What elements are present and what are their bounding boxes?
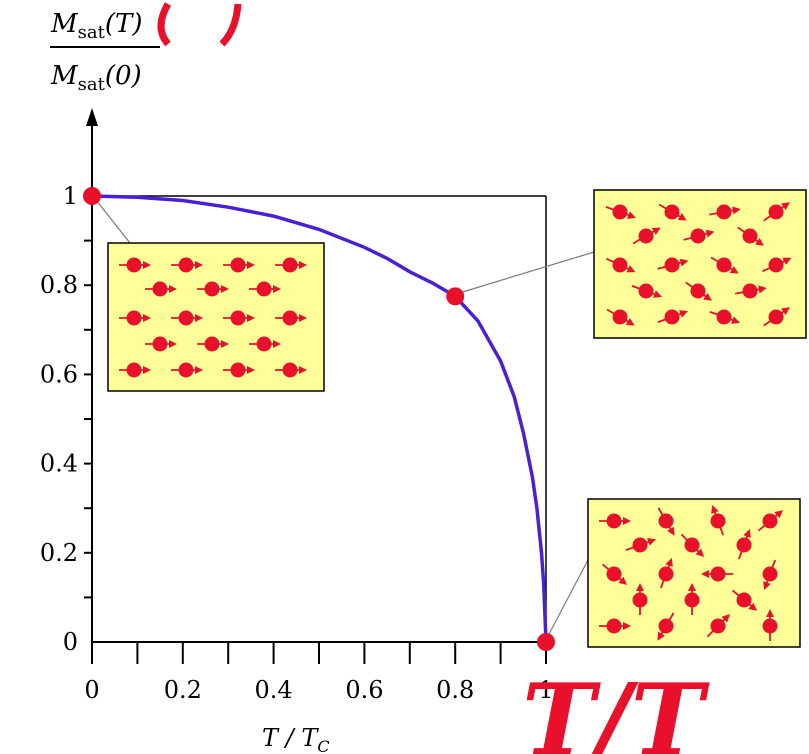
spin-arrow	[657, 309, 688, 325]
spin-arrow	[683, 228, 715, 244]
y-axis-arrow	[86, 108, 98, 126]
spin-arrow	[701, 566, 733, 582]
spin-arrow	[119, 362, 151, 378]
y-tick-label: 0.4	[40, 450, 78, 478]
spin-arrow	[197, 281, 229, 297]
spin-arrow	[601, 563, 628, 585]
y-tick-label: 0.2	[40, 539, 78, 567]
spin-arrow	[685, 281, 712, 301]
spin-grid-ordered	[119, 257, 307, 378]
y-axis-label: Msat(T) Msat(0)	[50, 9, 160, 95]
spin-arrow	[249, 336, 281, 352]
spin-arrow	[657, 507, 675, 536]
spin-arrow	[657, 612, 675, 641]
spin-arrow	[223, 310, 255, 326]
spin-arrow	[680, 533, 705, 558]
data-markers	[83, 187, 555, 651]
leader-line-low-t	[95, 199, 131, 244]
spin-arrow	[710, 505, 726, 536]
spin-arrow	[275, 362, 307, 378]
spin-arrow	[145, 336, 177, 352]
spin-arrow	[119, 257, 151, 273]
svg-text:Msat(T): Msat(T)	[50, 9, 142, 43]
spin-arrow	[197, 336, 229, 352]
spin-arrow	[762, 609, 778, 641]
spin-arrow	[275, 310, 307, 326]
spin-arrow	[223, 257, 255, 273]
magnetization-curve	[91, 194, 548, 643]
spin-arrow	[606, 308, 635, 326]
spin-arrow	[625, 537, 656, 553]
x-tick-label: 0.2	[164, 676, 202, 704]
spin-arrow	[599, 618, 631, 634]
data-marker	[83, 187, 101, 205]
leader-line-mid-t	[455, 251, 595, 295]
spin-arrow	[709, 204, 741, 220]
spin-grid-disordered	[599, 505, 784, 641]
spin-arrow	[599, 513, 631, 529]
x-axis-label: T / TC	[262, 724, 330, 754]
spin-arrow	[632, 583, 648, 615]
spin-arrow	[706, 613, 731, 638]
spin-arrow	[605, 204, 636, 220]
x-tick-label: 1	[538, 676, 553, 704]
ylabel-num-sub: sat	[78, 22, 106, 43]
corner-annotation: T/T	[522, 663, 710, 754]
spin-arrow	[119, 310, 151, 326]
spin-arrow	[606, 257, 636, 273]
spin-arrow	[710, 256, 739, 274]
spin-arrow	[763, 202, 790, 222]
spin-arrow	[736, 529, 752, 560]
data-marker	[537, 633, 555, 651]
leader-line-tc	[547, 559, 589, 637]
spin-arrow	[737, 226, 764, 246]
spin-arrow	[709, 309, 740, 325]
data-marker	[446, 287, 465, 306]
spin-arrow	[762, 559, 778, 590]
ylabel-den-sub: sat	[78, 74, 106, 95]
ylabel-num-arg: (T)	[105, 9, 143, 39]
spin-arrow	[145, 281, 177, 297]
ylabel-num: M	[50, 9, 79, 39]
spin-arrow	[171, 362, 203, 378]
spin-arrow	[735, 283, 767, 299]
y-tick-label: 0	[63, 628, 78, 656]
spin-grid-partial	[605, 202, 792, 327]
spin-arrow	[684, 583, 700, 615]
x-ticks: 0 0.2 0.4 0.6 0.8 1	[84, 642, 554, 704]
inset-partial-spins	[593, 189, 807, 339]
leader-lines	[95, 199, 595, 637]
x-tick-label: 0.6	[345, 676, 383, 704]
x-tick-label: 0.8	[436, 676, 474, 704]
spin-arrow	[249, 281, 281, 297]
ylabel-den: M	[50, 61, 79, 91]
spin-arrow	[763, 307, 790, 327]
x-tick-label: 0.4	[255, 676, 293, 704]
spin-arrow	[275, 257, 307, 273]
spin-arrow	[632, 227, 661, 245]
spin-arrow	[223, 362, 255, 378]
x-tick-label: 0	[84, 676, 99, 704]
y-tick-label: 1	[63, 182, 78, 210]
xlabel-main: T / T	[262, 724, 319, 752]
spin-arrow	[631, 283, 662, 299]
y-tick-label: 0.8	[40, 271, 78, 299]
spin-arrow	[657, 257, 689, 273]
spin-arrow	[757, 510, 784, 532]
y-tick-label: 0.6	[40, 360, 78, 388]
spin-arrow	[171, 257, 203, 273]
spin-arrow	[658, 558, 674, 589]
spin-arrow	[762, 257, 792, 273]
spin-arrow	[731, 589, 758, 611]
spin-arrow	[658, 203, 687, 221]
inset-ordered-spins	[107, 242, 325, 392]
xlabel-sub: C	[317, 737, 329, 754]
red-arc-fragment	[157, 2, 242, 47]
inset-disordered-spins	[587, 498, 801, 648]
spin-arrow	[171, 310, 203, 326]
ylabel-den-arg: (0)	[105, 61, 142, 91]
svg-text:Msat(0): Msat(0)	[50, 61, 142, 95]
y-ticks: 0 0.2 0.4 0.6 0.8 1	[40, 182, 92, 656]
